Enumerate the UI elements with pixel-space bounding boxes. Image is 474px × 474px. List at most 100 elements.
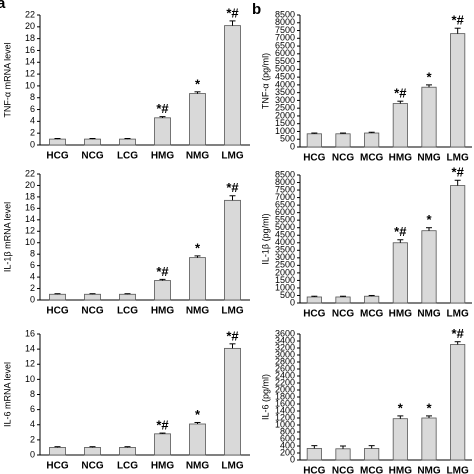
bar <box>49 138 66 146</box>
annotation: *# <box>226 180 239 195</box>
bar <box>154 280 171 301</box>
y-tick-label: 2000 <box>275 110 295 120</box>
y-tick-label: 2000 <box>275 384 295 394</box>
bar <box>84 447 101 456</box>
annotation: *# <box>452 13 465 28</box>
y-tick-label: 8500 <box>275 9 295 19</box>
y-tick-label: 6 <box>30 260 35 270</box>
annotation: * <box>398 400 404 415</box>
x-tick-label: LMG <box>447 309 469 320</box>
y-tick-label: 4 <box>30 116 35 126</box>
annotation: *# <box>156 101 169 116</box>
y-axis-label: IL-6 mRNA level <box>2 362 12 427</box>
y-tick-label: 200 <box>280 447 295 457</box>
bar <box>189 93 206 146</box>
y-tick-label: 1400 <box>275 405 295 415</box>
y-tick-label: 14 <box>25 57 35 67</box>
y-tick-label: 14 <box>25 214 35 224</box>
bar <box>392 103 408 148</box>
bar <box>189 257 206 301</box>
bar <box>421 417 437 461</box>
y-tick-label: 7000 <box>275 192 295 202</box>
x-tick-label: HMG <box>151 461 175 472</box>
bar <box>119 138 136 146</box>
y-tick-label: 20 <box>25 180 35 190</box>
y-axis-label: TNF-α (pg/ml) <box>260 53 270 109</box>
y-tick-label: 1000 <box>275 419 295 429</box>
y-tick-label: 0 <box>290 141 295 151</box>
y-tick-label: 5000 <box>275 64 295 74</box>
x-tick-label: LCG <box>117 306 138 317</box>
y-tick-label: 12 <box>25 359 35 369</box>
y-tick-label: 22 <box>25 168 35 178</box>
x-tick-label: NCG <box>332 309 354 320</box>
y-tick-label: 7000 <box>275 33 295 43</box>
x-tick-label: MCG <box>360 466 384 474</box>
x-tick-label: HMG <box>389 309 413 320</box>
y-tick-label: 2600 <box>275 363 295 373</box>
y-tick-label: 500 <box>280 290 295 300</box>
x-tick-label: LCG <box>117 461 138 472</box>
bar <box>364 448 380 461</box>
bar <box>224 25 241 146</box>
y-tick-label: 14 <box>25 344 35 354</box>
y-tick-label: 6000 <box>275 207 295 217</box>
bar <box>49 293 66 301</box>
x-tick-label: HCG <box>46 306 68 317</box>
bar <box>364 295 380 304</box>
y-tick-label: 8 <box>30 249 35 259</box>
y-tick-label: 1000 <box>275 282 295 292</box>
y-tick-label: 2200 <box>275 377 295 387</box>
annotation: * <box>426 212 432 227</box>
y-tick-label: 1500 <box>275 275 295 285</box>
y-tick-label: 4500 <box>275 71 295 81</box>
x-tick-label: NMG <box>186 151 210 162</box>
x-tick-label: LCG <box>117 151 138 162</box>
y-tick-label: 3400 <box>275 335 295 345</box>
y-tick-label: 4 <box>30 419 35 429</box>
annotation: *# <box>156 264 169 279</box>
y-tick-label: 8 <box>30 389 35 399</box>
bar <box>119 447 136 456</box>
y-tick-label: 6 <box>30 404 35 414</box>
x-tick-label: NCG <box>81 306 103 317</box>
annotation: *# <box>452 326 465 341</box>
x-tick-label: MCG <box>360 153 384 164</box>
x-tick-label: LMG <box>221 151 243 162</box>
x-tick-label: HMG <box>151 306 175 317</box>
bar <box>450 33 466 148</box>
annotation: * <box>426 400 432 415</box>
y-tick-label: 3000 <box>275 349 295 359</box>
x-tick-label: HCG <box>303 309 325 320</box>
annotation: *# <box>394 86 407 101</box>
panel-label: b <box>252 1 261 18</box>
y-tick-label: 2800 <box>275 356 295 366</box>
y-tick-label: 0 <box>290 454 295 464</box>
bar <box>49 447 66 456</box>
y-tick-label: 3500 <box>275 87 295 97</box>
x-tick-label: HCG <box>46 461 68 472</box>
y-tick-label: 2500 <box>275 260 295 270</box>
x-tick-label: HMG <box>389 466 413 474</box>
bar <box>392 242 408 304</box>
y-tick-label: 2000 <box>275 267 295 277</box>
x-tick-label: NMG <box>417 153 441 164</box>
y-tick-label: 0 <box>30 294 35 304</box>
bar <box>421 86 437 148</box>
x-tick-label: HCG <box>303 153 325 164</box>
y-tick-label: 8 <box>30 92 35 102</box>
y-tick-label: 1500 <box>275 118 295 128</box>
x-tick-label: NMG <box>186 306 210 317</box>
x-tick-label: NCG <box>332 153 354 164</box>
y-tick-label: 0 <box>290 297 295 307</box>
y-tick-label: 400 <box>280 440 295 450</box>
y-tick-label: 3600 <box>275 328 295 338</box>
x-tick-label: HCG <box>46 151 68 162</box>
x-tick-label: NCG <box>81 461 103 472</box>
bar <box>335 296 351 304</box>
y-tick-label: 10 <box>25 237 35 247</box>
y-tick-label: 5500 <box>275 56 295 66</box>
x-tick-label: HMG <box>389 153 413 164</box>
y-tick-label: 0 <box>30 449 35 459</box>
